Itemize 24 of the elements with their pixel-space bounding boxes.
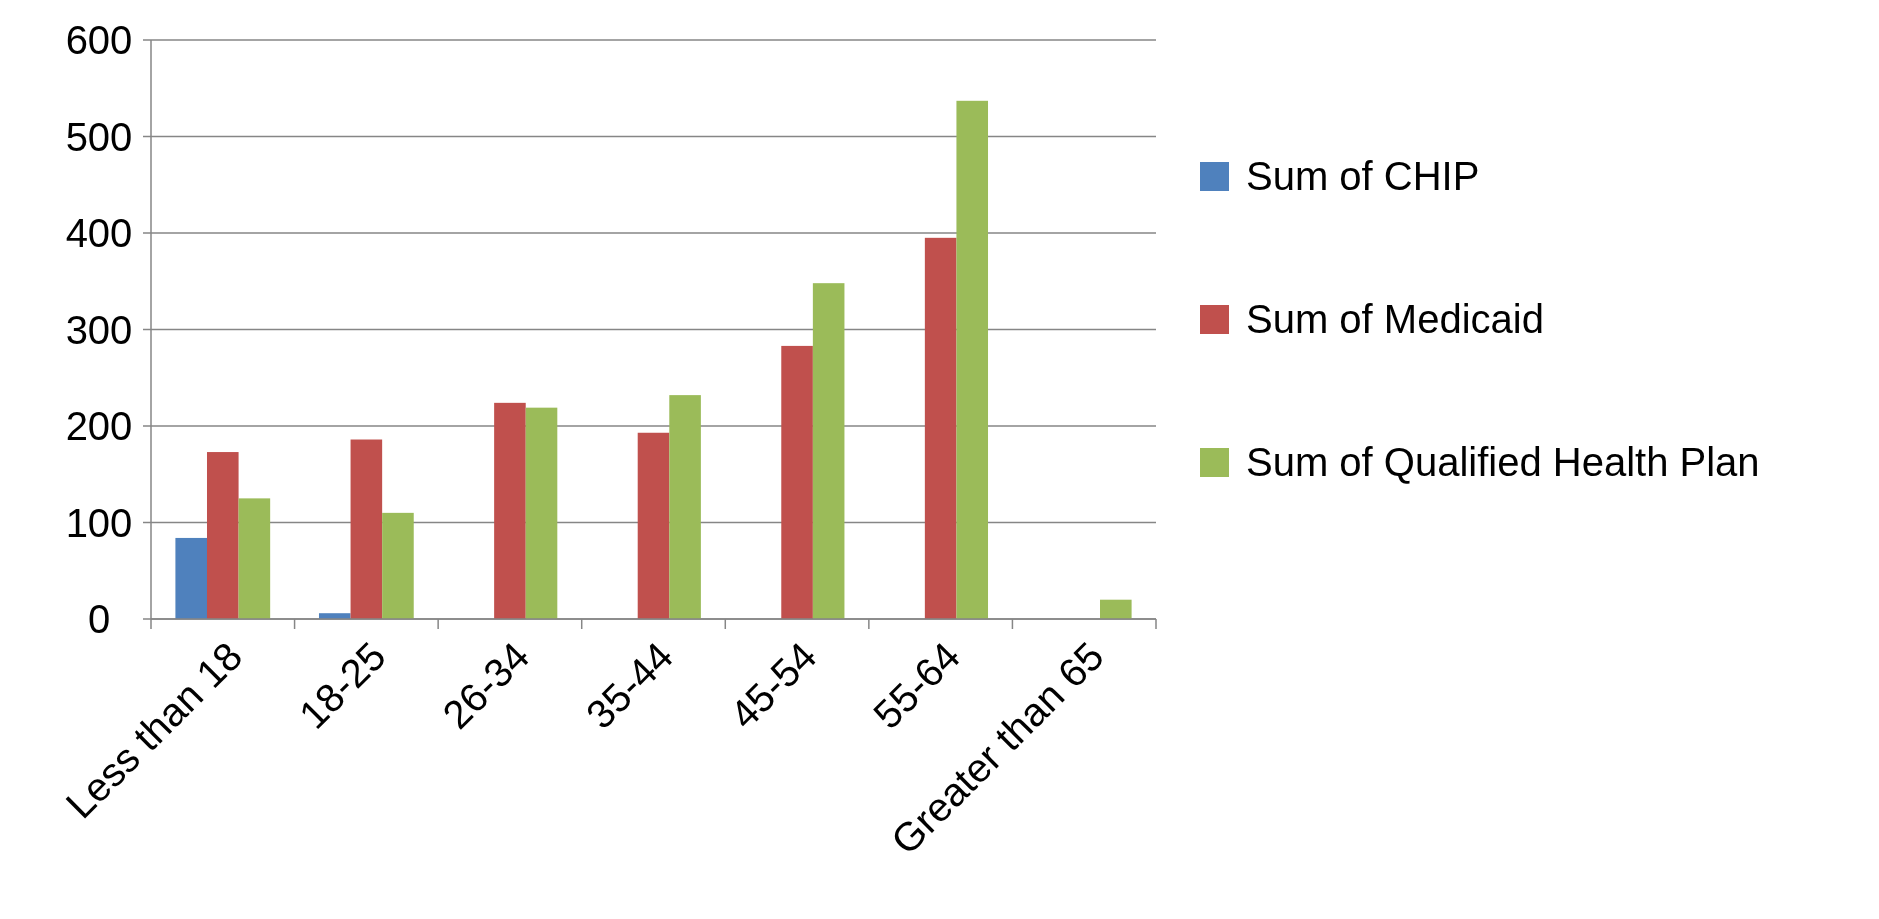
bar xyxy=(956,100,989,619)
y-tick-label: 600 xyxy=(65,18,133,62)
legend-label: Sum of CHIP xyxy=(1246,154,1480,198)
bar xyxy=(1100,599,1132,619)
bar xyxy=(494,402,526,619)
bar xyxy=(206,452,239,619)
bar xyxy=(350,439,383,619)
y-tick-label: 100 xyxy=(65,500,133,545)
bar xyxy=(669,395,701,619)
legend-label: Sum of Qualified Health Plan xyxy=(1246,440,1760,484)
bar xyxy=(525,407,558,619)
y-tick-label: 0 xyxy=(87,597,111,641)
bar xyxy=(924,237,957,619)
bar xyxy=(637,432,670,619)
bar xyxy=(175,537,207,619)
bar xyxy=(781,345,813,619)
y-tick-label: 400 xyxy=(65,211,133,255)
y-tick-label: 500 xyxy=(65,114,133,159)
legend-label: Sum of Medicaid xyxy=(1246,297,1544,341)
bar xyxy=(382,512,414,619)
bar xyxy=(812,283,845,619)
y-tick-label: 200 xyxy=(65,404,133,448)
bar xyxy=(238,498,271,619)
y-tick-label: 300 xyxy=(65,307,133,352)
